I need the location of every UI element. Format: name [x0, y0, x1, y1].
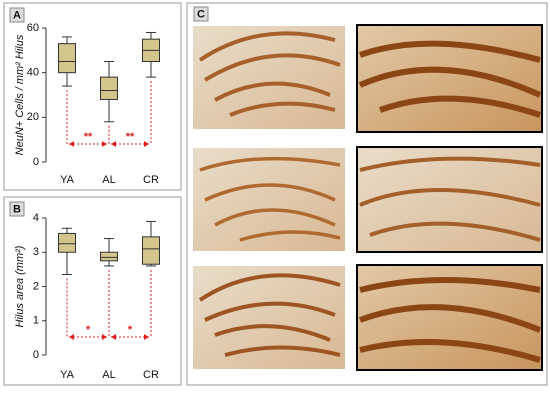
x-tick-label: AL	[102, 369, 115, 381]
box	[58, 232, 76, 253]
panel-label-box	[193, 6, 209, 22]
y-tick-label: 4	[33, 212, 39, 224]
y-tick-label: 60	[27, 22, 39, 34]
tissue-band	[359, 156, 541, 242]
micrograph	[193, 26, 345, 129]
x-tick-label: YA	[60, 369, 75, 381]
significance-label: **	[126, 131, 135, 143]
panel-label: C	[197, 8, 205, 20]
tissue-band	[198, 273, 341, 357]
tissue-band	[358, 40, 542, 118]
tissue-band	[199, 156, 341, 242]
significance-label: *	[128, 324, 133, 336]
y-tick-label: 1	[33, 315, 39, 327]
x-tick-label: AL	[102, 174, 115, 186]
box	[142, 236, 160, 265]
box	[100, 76, 118, 100]
significance-label: **	[84, 131, 93, 143]
box	[58, 43, 76, 74]
y-tick-label: 20	[27, 111, 39, 123]
tissue-band	[358, 277, 542, 363]
tissue-band	[198, 31, 341, 117]
panel-label: B	[13, 203, 21, 215]
panel-frame	[3, 196, 182, 386]
micrographs	[193, 24, 543, 371]
y-tick-label: 3	[33, 246, 39, 258]
y-tick-label: 0	[33, 349, 39, 361]
x-tick-label: YA	[60, 174, 75, 186]
y-axis-label: NeuN+ Cells / mm² Hilus	[14, 34, 26, 155]
y-tick-label: 0	[33, 156, 39, 168]
significance-label: *	[86, 324, 91, 336]
x-tick-label: CR	[143, 174, 159, 186]
panel-label-box	[9, 201, 25, 217]
panel-label-box	[9, 7, 25, 23]
y-tick-label: 40	[27, 67, 39, 79]
box	[100, 251, 118, 262]
y-tick-label: 2	[33, 280, 39, 292]
panel-label: A	[13, 9, 21, 21]
y-axis-label: Hilus area (mm²)	[14, 245, 26, 327]
x-tick-label: CR	[143, 369, 159, 381]
